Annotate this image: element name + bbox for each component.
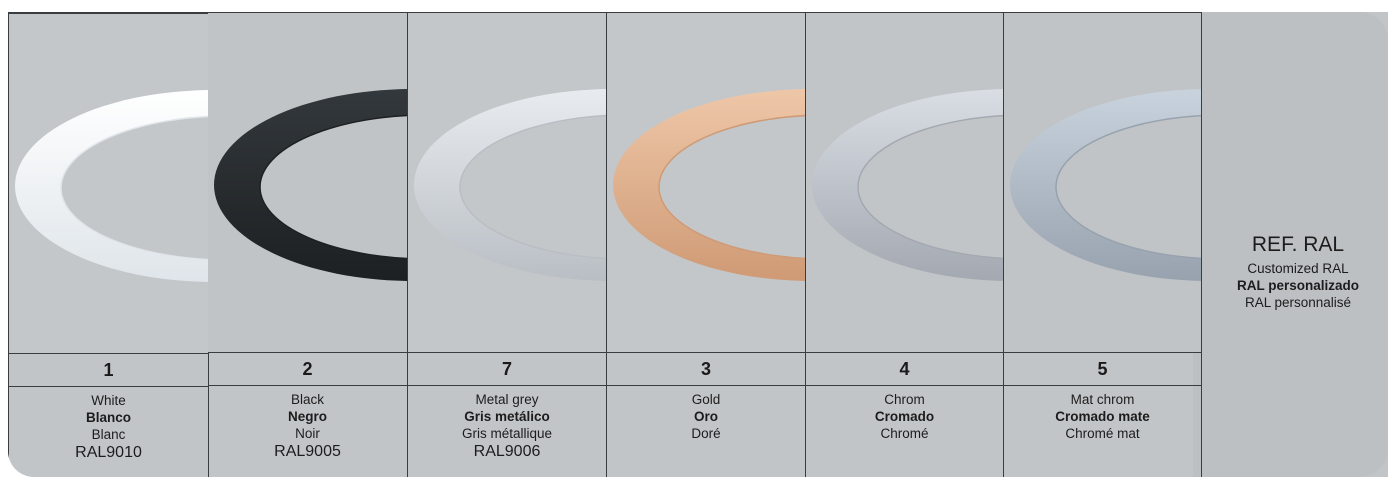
finish-number: 7 [408, 352, 606, 386]
ring-inner-rim [658, 114, 805, 260]
ring-inner [61, 116, 208, 260]
finish-name-fr: Doré [691, 426, 721, 441]
ring-inner [1056, 115, 1201, 259]
finish-ral-code: RAL9006 [473, 443, 541, 460]
finish-name-es: Cromado mate [1055, 409, 1150, 424]
ring-graphic [15, 90, 208, 282]
finish-name-en: Metal grey [475, 392, 539, 407]
finish-name-en: Mat chrom [1070, 392, 1135, 407]
finish-column: 7 Metal grey Gris metálico Gris métalliq… [408, 12, 607, 477]
finish-name-es: Oro [693, 409, 718, 424]
finish-number: 5 [1004, 352, 1201, 386]
ring-graphic [1010, 89, 1201, 281]
finish-name-fr: Noir [295, 426, 320, 441]
finish-name-fr: Chromé mat [1065, 426, 1140, 441]
finish-name-fr: Gris métallique [461, 426, 553, 441]
finish-column: 5 Mat chrom Cromado mate Chromé mat [1004, 12, 1202, 477]
ring-swatch-chrom [806, 12, 1003, 352]
ring-graphic [414, 89, 606, 281]
ring-graphic [214, 89, 407, 281]
finish-number: 3 [607, 352, 805, 386]
finish-column: 4 Chrom Cromado Chromé [806, 12, 1004, 477]
finish-ral-code: RAL9010 [75, 444, 142, 461]
finish-name-en: Black [290, 392, 324, 407]
ref-ral-en: Customized RAL [1247, 261, 1349, 276]
ring-inner-rim [857, 114, 1003, 260]
ring-inner [460, 115, 606, 259]
ring-inner-rim [1055, 114, 1201, 260]
ref-ral-es: RAL personalizado [1236, 278, 1360, 293]
finish-name-en: Chrom [884, 392, 925, 407]
ring-inner-rim [259, 114, 407, 260]
finish-name-es: Cromado [874, 409, 935, 424]
finish-color-chart: 1 White Blanco Blanc RAL9010 2 Black Neg… [8, 12, 1388, 477]
finish-name-fr: Chromé [880, 426, 929, 441]
finish-name-en: Gold [691, 392, 721, 407]
finish-column: 3 Gold Oro Doré [607, 12, 806, 477]
finish-number: 1 [9, 353, 208, 387]
finish-number: 4 [806, 352, 1003, 386]
finish-name-es: Negro [287, 409, 327, 424]
ring-inner-rim [60, 115, 208, 261]
ref-ral-title: REF. RAL [1251, 233, 1345, 256]
finish-column: 1 White Blanco Blanc RAL9010 [8, 12, 209, 477]
finish-name-es: Blanco [85, 410, 131, 425]
finish-name-en: White [91, 393, 126, 408]
finish-name-fr: Blanc [91, 427, 126, 442]
ref-ral-panel: REF. RAL Customized RAL RAL personalizad… [1208, 232, 1388, 311]
ring-inner-rim [459, 114, 606, 260]
ref-ral-fr: RAL personnalisé [1244, 295, 1352, 310]
ring-inner [260, 115, 407, 259]
ring-swatch-mat-chrom [1004, 12, 1201, 352]
ring-swatch-metal-grey [408, 12, 606, 352]
ring-inner [858, 115, 1003, 259]
finish-name-es: Gris metálico [464, 409, 550, 424]
finish-column: 2 Black Negro Noir RAL9005 [208, 12, 408, 477]
ring-graphic [812, 89, 1003, 281]
ring-inner [659, 115, 805, 259]
finish-ral-code: RAL9005 [274, 443, 341, 460]
ring-graphic [613, 89, 805, 281]
ring-swatch-gold [607, 12, 805, 352]
ring-swatch-black [208, 12, 407, 352]
ring-swatch-white [9, 13, 208, 353]
finish-number: 2 [208, 352, 407, 386]
